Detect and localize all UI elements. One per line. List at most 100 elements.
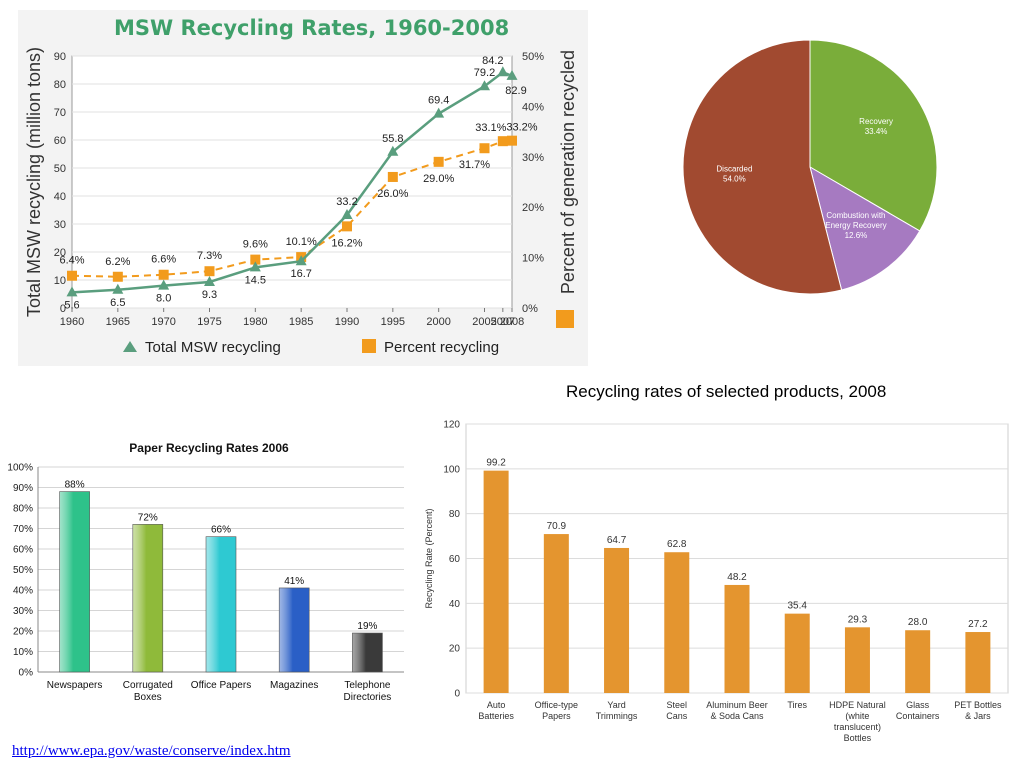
products-bar-label: 35.4: [787, 601, 807, 612]
percent-data-label: 6.4%: [59, 255, 84, 267]
products-y-tick-label: 100: [443, 464, 460, 475]
paper-chart-panel: Paper Recycling Rates 2006 0% 10% 20% 30% 40%…: [0, 438, 410, 720]
products-x-tick-line: & Jars: [965, 711, 991, 721]
products-x-tick-line: translucent): [834, 722, 881, 732]
products-x-tick-line: Steel: [667, 700, 688, 710]
products-y-tick-label: 60: [449, 554, 461, 565]
percent-data-label: 33.1%: [475, 122, 506, 134]
msw-y-tick-label: 30: [54, 219, 66, 231]
percent-recycling-line: [71, 139, 513, 278]
msw-x-tick-label: 2007: [491, 316, 515, 328]
paper-y-tick-label: 70%: [13, 524, 33, 535]
products-bar-label: 28.0: [908, 617, 928, 628]
products-bar: [784, 613, 810, 693]
products-x-tick-line: Trimmings: [596, 711, 638, 721]
paper-x-tick-label: Magazines: [270, 680, 318, 691]
paper-bar-label: 41%: [284, 576, 304, 587]
products-bar: [543, 534, 569, 693]
products-x-tick-line: Cans: [666, 711, 688, 721]
paper-y-tick-label: 80%: [13, 504, 33, 515]
products-x-tick-line: Office-type: [535, 700, 578, 710]
msw-x-tick-label: 1975: [197, 316, 221, 328]
paper-x-tick-label: Corrugated Boxes: [123, 680, 173, 703]
total-msw-data-label: 55.8: [382, 133, 403, 145]
percent-recycling-point: [387, 171, 398, 182]
products-x-tick-label: Aluminum Beer & Soda Cans: [706, 700, 768, 721]
msw-pie-chart: Recovery 33.4% Combustion with Energy Recov…: [682, 39, 938, 295]
products-bar: [604, 547, 630, 693]
percent-recycling-point: [342, 221, 352, 232]
products-x-tick-label: Auto Batteries: [478, 700, 514, 721]
total-msw-recycling-point: [112, 283, 124, 294]
total-msw-data-label: 33.2: [336, 196, 357, 208]
total-msw-recycling-point: [295, 255, 307, 266]
total-msw-recycling-point: [506, 69, 518, 80]
paper-y-tick-label: 40%: [13, 586, 33, 597]
total-msw-data-label: 16.7: [290, 268, 311, 280]
paper-bar-label: 72%: [138, 512, 158, 523]
products-chart-caption: Recycling rates of selected products, 20…: [566, 382, 887, 401]
products-x-tick-label: Glass Containers: [896, 700, 940, 721]
paper-x-tick-line2: Directories: [344, 692, 392, 703]
products-chart-panel: 0 20 40 60 80 100 120 Recycling Rate (Percent) 9…: [418, 412, 1016, 754]
paper-bar: [352, 632, 383, 673]
products-bar-label: 27.2: [968, 619, 988, 630]
products-x-tick-line: Papers: [542, 711, 571, 721]
products-y-tick-label: 0: [454, 689, 460, 700]
products-x-tick-line: Auto: [487, 700, 506, 710]
msw-x-tick-label: 1970: [151, 316, 175, 328]
pie-slice-value: 33.4%: [865, 127, 888, 136]
paper-y-tick-label: 60%: [13, 545, 33, 556]
pie-slice-name-line2: Energy Recovery: [825, 221, 886, 230]
total-msw-recycling-point: [158, 279, 170, 290]
total-msw-recycling-point: [204, 275, 215, 286]
pie-slice-value: 12.6%: [845, 231, 868, 240]
percent-recycling-point: [204, 266, 215, 277]
products-bar-label: 62.8: [667, 539, 687, 550]
total-msw-data-label: 84.2: [482, 55, 503, 67]
products-y-tick-label: 80: [449, 509, 461, 520]
source-link[interactable]: http://www.epa.gov/waste/conserve/index.…: [12, 743, 291, 759]
percent-data-label: 6.2%: [105, 256, 130, 268]
paper-bar: [278, 587, 310, 673]
percent-data-label: 10.1%: [286, 236, 317, 248]
products-x-tick-line: Aluminum Beer: [706, 700, 768, 710]
percent-recycling-point: [507, 135, 517, 146]
products-x-tick-label: Tires: [787, 700, 807, 710]
pie-slice: [682, 39, 843, 295]
products-x-tick-line: Batteries: [478, 711, 514, 721]
legend-percent-label: Percent recycling: [384, 339, 499, 356]
total-msw-data-label: 5.6: [64, 299, 79, 311]
products-bar-label: 29.3: [848, 614, 868, 625]
products-x-tick-label: HDPE Natural (white translucent) Bottles: [829, 700, 886, 743]
paper-y-tick-label: 30%: [13, 606, 33, 617]
total-msw-data-label: 14.5: [245, 274, 266, 286]
msw-x-tick-label: 1980: [243, 316, 267, 328]
products-bar: [965, 632, 991, 693]
paper-bar-label: 66%: [211, 525, 231, 536]
msw-chart-title: MSW Recycling Rates, 1960-2008: [114, 16, 510, 40]
paper-x-tick-label: Office Papers: [191, 680, 251, 691]
msw-x-tick-label: 2008: [500, 316, 524, 328]
percent-recycling-point: [112, 271, 123, 282]
total-msw-recycling-line: [71, 70, 513, 294]
msw-x-tick-label: 1965: [106, 316, 130, 328]
total-msw-data-label: 82.9: [505, 85, 526, 97]
total-msw-data-label: 9.3: [202, 289, 217, 301]
msw-x-tick-label: 2005: [472, 316, 496, 328]
msw-y2-tick-label: 0%: [522, 303, 538, 315]
products-bar-label: 48.2: [727, 572, 747, 583]
msw-y-tick-label: 60: [54, 135, 66, 147]
total-msw-recycling-point: [249, 261, 261, 272]
msw-y2-tick-label: 50%: [522, 51, 544, 63]
products-x-tick-line: Glass: [906, 700, 930, 710]
total-msw-data-label: 79.2: [474, 67, 495, 79]
msw-y-tick-label: 0: [60, 303, 66, 315]
products-x-tick-line: Bottles: [844, 733, 872, 743]
percent-recycling-point: [158, 269, 169, 280]
products-y-tick-label: 40: [449, 599, 461, 610]
total-msw-recycling-point: [341, 209, 353, 220]
pie-chart-panel: Recovery 33.4% Combustion with Energy Recov…: [668, 30, 958, 310]
legend-percent-marker: [362, 339, 376, 353]
products-x-tick-line: (white: [845, 711, 869, 721]
